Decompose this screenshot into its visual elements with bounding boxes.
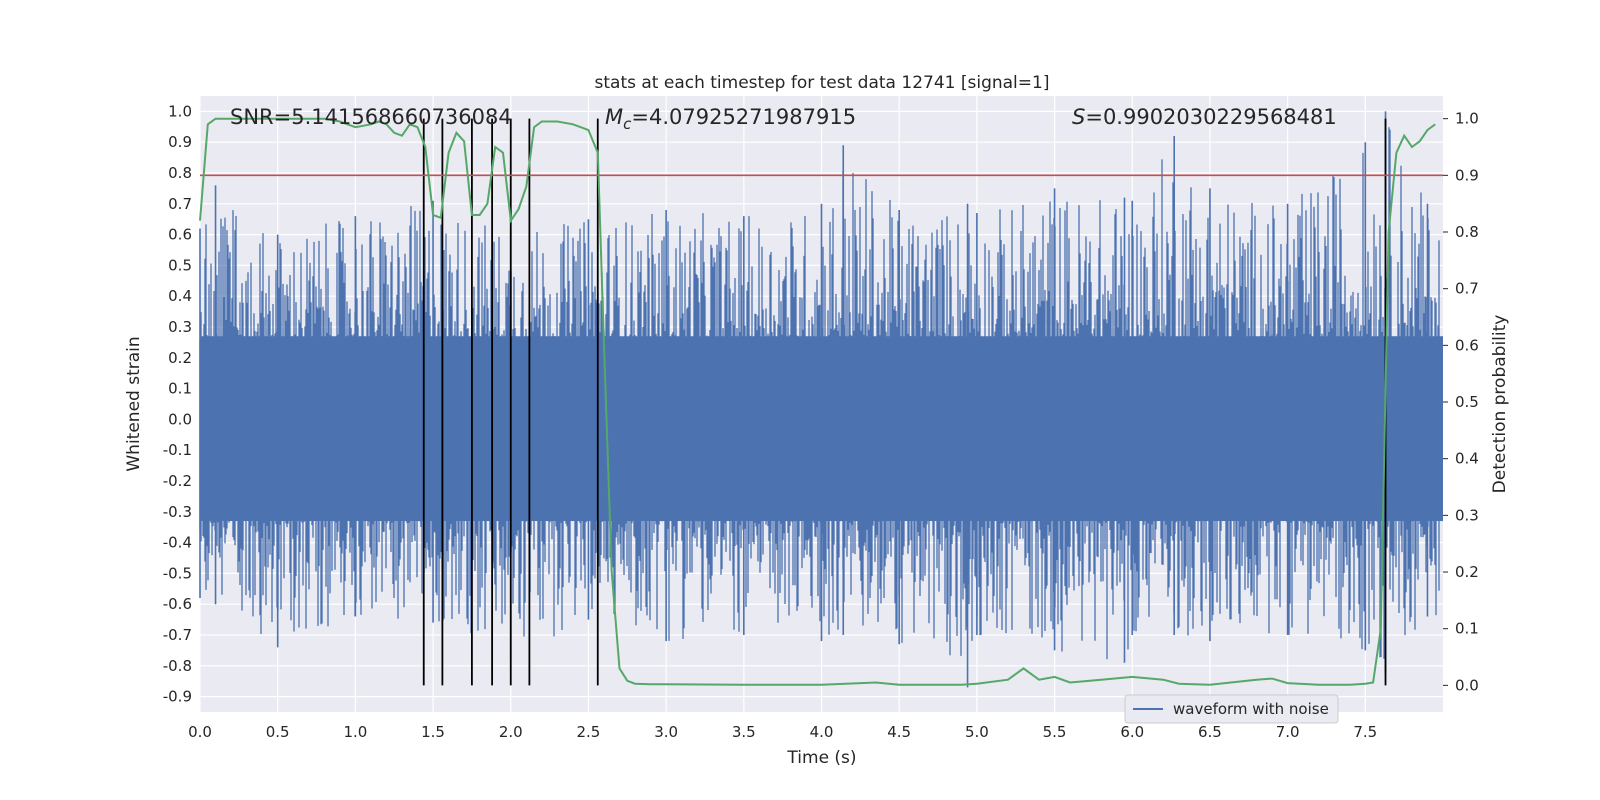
x-tick-label: 1.5 (421, 723, 445, 741)
x-tick-label: 1.0 (343, 723, 367, 741)
x-tick-label: 0.5 (266, 723, 290, 741)
strain-series (199, 111, 1443, 688)
y-tick-label: 0.7 (168, 195, 192, 213)
y-tick-label: -0.8 (163, 657, 192, 675)
x-tick-label: 4.0 (810, 723, 834, 741)
y-tick-label: 0.6 (168, 226, 192, 244)
y-tick-label: 0.5 (168, 256, 192, 274)
mc-value: =4.07925271987915 (631, 105, 856, 129)
y-tick-label: 0.9 (168, 133, 192, 151)
x-tick-label: 0.0 (188, 723, 212, 741)
mc-subscript: c (623, 115, 632, 133)
s-value: =0.9902030229568481 (1085, 105, 1336, 129)
s-symbol: S (1072, 105, 1085, 129)
y-tick-labels: 1.0 0.9 0.8 0.7 0.6 0.5 0.4 0.3 0.2 0.1 0.0 -0.1 -0.… (163, 102, 192, 705)
y-tick-label: -0.4 (163, 534, 192, 552)
y-right-tick-label: 0.1 (1455, 620, 1479, 638)
y-tick-label: -0.9 (163, 688, 192, 706)
y-tick-label: -0.2 (163, 472, 192, 490)
legend-label: waveform with noise (1173, 700, 1329, 718)
y-right-tick-label: 0.6 (1455, 336, 1479, 354)
x-tick-label: 3.5 (732, 723, 756, 741)
mc-symbol: M (605, 105, 623, 129)
y-right-tick-label: 0.9 (1455, 166, 1479, 184)
y-right-tick-label: 0.4 (1455, 450, 1479, 468)
legend: waveform with noise (1124, 694, 1339, 724)
y-tick-label: -0.3 (163, 503, 192, 521)
y-tick-label: 0.1 (168, 380, 192, 398)
x-tick-label: 5.0 (965, 723, 989, 741)
x-tick-label: 7.5 (1353, 723, 1377, 741)
y-tick-label: 0.2 (168, 349, 192, 367)
x-tick-label: 7.0 (1276, 723, 1300, 741)
mc-annotation: Mc=4.07925271987915 (605, 105, 856, 133)
y-right-tick-label: 1.0 (1455, 110, 1479, 128)
y-right-tick-label: 0.2 (1455, 563, 1479, 581)
y-right-axis-label: Detection probability (1490, 315, 1510, 494)
y-tick-label: 0.4 (168, 287, 192, 305)
vertical-markers (422, 118, 1387, 686)
probability-series (199, 117, 1436, 686)
x-tick-label: 6.0 (1120, 723, 1144, 741)
y-axis-label: Whitened strain (124, 336, 144, 471)
x-tick-labels: 0.0 0.5 1.0 1.5 2.0 2.5 3.0 3.5 4.0 4.5 5.0 5.5 6.0 6… (188, 723, 1377, 741)
y-right-tick-label: 0.5 (1455, 393, 1479, 411)
x-tick-label: 3.0 (654, 723, 678, 741)
x-tick-label: 2.0 (499, 723, 523, 741)
chart-title: stats at each timestep for test data 127… (595, 73, 1050, 93)
s-annotation: S=0.9902030229568481 (1072, 105, 1337, 129)
x-axis-label: Time (s) (786, 748, 856, 768)
y-right-tick-label: 0.8 (1455, 223, 1479, 241)
y-tick-label: 0.8 (168, 164, 192, 182)
y-tick-label: 1.0 (168, 102, 192, 120)
y-tick-label: -0.7 (163, 626, 192, 644)
y-tick-label: -0.6 (163, 595, 192, 613)
x-tick-label: 4.5 (887, 723, 911, 741)
x-tick-label: 2.5 (577, 723, 601, 741)
y-right-tick-label: 0.3 (1455, 506, 1479, 524)
y-right-tick-label: 0.7 (1455, 280, 1479, 298)
y-tick-label: 0.0 (168, 410, 192, 428)
y-tick-label: 0.3 (168, 318, 192, 336)
y-right-tick-labels: 1.0 0.9 0.8 0.7 0.6 0.5 0.4 0.3 0.2 0.1 0.0 (1443, 110, 1479, 694)
y-tick-label: -0.1 (163, 441, 192, 459)
x-tick-label: 6.5 (1198, 723, 1222, 741)
probability-line (199, 117, 1436, 686)
snr-annotation: SNR=5.141568660736084 (230, 105, 512, 129)
y-tick-label: -0.5 (163, 564, 192, 582)
y-right-tick-label: 0.0 (1455, 676, 1479, 694)
x-tick-label: 5.5 (1043, 723, 1067, 741)
legend-box (1124, 694, 1339, 724)
